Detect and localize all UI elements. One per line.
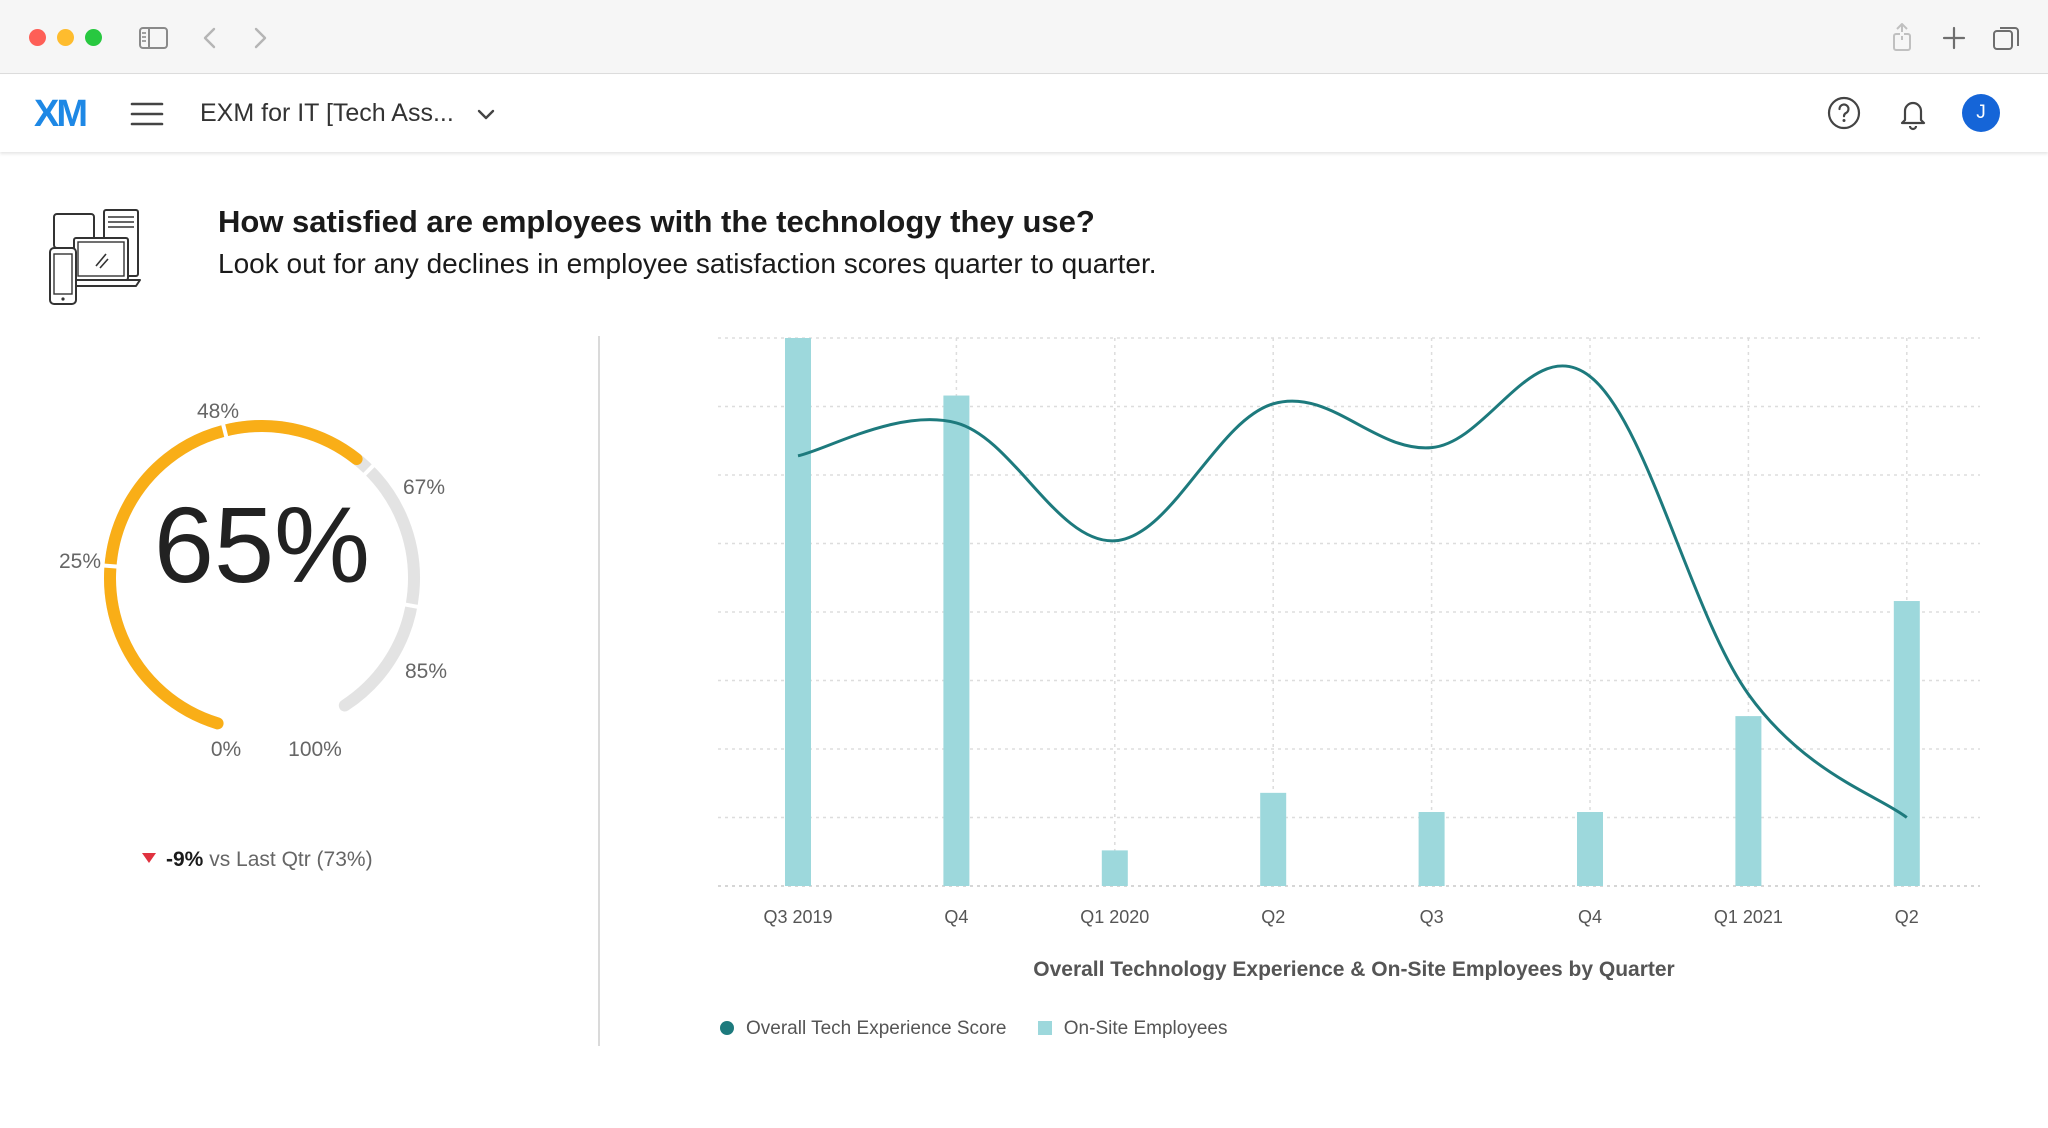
app-header: XM EXM for IT [Tech Ass... J xyxy=(0,75,2048,152)
x-tick-label: Q2 xyxy=(1261,907,1285,927)
new-tab-icon[interactable] xyxy=(1936,20,1972,56)
xm-logo[interactable]: XM xyxy=(34,93,88,135)
legend-label: On-Site Employees xyxy=(1063,1018,1228,1039)
chevron-down-icon[interactable] xyxy=(472,103,500,127)
gauge-tick-separators xyxy=(101,421,421,610)
x-tick-label: Q3 2019 xyxy=(763,907,832,927)
zoom-window-button[interactable] xyxy=(85,29,102,46)
line-series xyxy=(797,364,1908,819)
x-tick-label: Q4 xyxy=(1578,907,1602,927)
legend-item-score[interactable]: Overall Tech Experience Score xyxy=(720,1018,1007,1040)
bar-onsite-employees[interactable] xyxy=(785,338,811,886)
quarter-change: -9% vs Last Qtr (73%) xyxy=(142,848,373,872)
change-text: vs Last Qtr (73%) xyxy=(209,848,373,871)
sidebar-toggle-icon[interactable] xyxy=(136,20,172,56)
bar-series xyxy=(785,338,1920,886)
question-subtitle: Look out for any declines in employee sa… xyxy=(218,248,1157,279)
gauge-tick-label: 85% xyxy=(405,660,447,683)
gauge-separator xyxy=(402,602,421,610)
gauge-tick-label: 100% xyxy=(288,738,342,761)
x-tick-label: Q1 2021 xyxy=(1714,907,1783,927)
question-title: How satisfied are employees with the tec… xyxy=(218,204,1095,239)
gauge-tick-label: 48% xyxy=(197,400,239,423)
bar-onsite-employees[interactable] xyxy=(1893,601,1920,886)
tech-experience-chart: Q3 2019 Q4 Q1 2020 Q2 Q3 Q4 Q1 2021 Q2 Overall … xyxy=(718,337,1980,980)
satisfaction-gauge: 65% 0% 25% 48% 67% 85% 100% xyxy=(59,400,447,761)
section-divider xyxy=(598,336,600,1046)
gauge-value: 65% xyxy=(154,484,370,605)
bar-onsite-employees[interactable] xyxy=(1735,716,1762,886)
chart-grid xyxy=(718,337,1980,887)
x-tick-label: Q3 xyxy=(1420,907,1444,927)
down-arrow-icon xyxy=(142,853,156,863)
gauge-separator xyxy=(361,462,377,478)
bar-onsite-employees[interactable] xyxy=(1418,812,1445,886)
bar-onsite-employees[interactable] xyxy=(1260,792,1287,886)
back-icon[interactable] xyxy=(192,20,228,56)
browser-toolbar xyxy=(0,0,2048,74)
gauge-separator xyxy=(101,563,120,569)
bar-onsite-employees[interactable] xyxy=(1577,812,1603,886)
gauge-tick-label: 0% xyxy=(211,738,241,761)
hamburger-menu-icon[interactable] xyxy=(130,99,164,129)
chart-title: Overall Technology Experience & On-Site … xyxy=(1033,958,1674,980)
gauge-tick-label: 67% xyxy=(403,476,445,499)
legend-swatch-bar xyxy=(1037,1021,1052,1035)
close-window-button[interactable] xyxy=(29,29,46,46)
x-tick-label: Q1 2020 xyxy=(1080,907,1149,927)
x-tick-label: Q4 xyxy=(944,907,968,927)
legend-swatch-line xyxy=(720,1021,734,1035)
change-value: -9% xyxy=(166,848,204,871)
user-avatar[interactable]: J xyxy=(1962,94,2000,132)
x-axis-labels: Q3 2019 Q4 Q1 2020 Q2 Q3 Q4 Q1 2021 Q2 xyxy=(763,907,1918,927)
help-icon[interactable] xyxy=(1824,93,1864,133)
minimize-window-button[interactable] xyxy=(57,29,74,46)
gauge-fill xyxy=(104,420,363,730)
notifications-bell-icon[interactable] xyxy=(1893,93,1933,133)
bar-onsite-employees[interactable] xyxy=(943,395,970,886)
share-icon[interactable] xyxy=(1884,20,1920,56)
legend-label: Overall Tech Experience Score xyxy=(746,1018,1007,1039)
tab-overview-icon[interactable] xyxy=(1988,20,2024,56)
devices-icon xyxy=(49,209,141,305)
legend-item-onsite[interactable]: On-Site Employees xyxy=(1037,1018,1228,1040)
gauge-tick-label: 25% xyxy=(59,550,101,573)
forward-icon[interactable] xyxy=(242,20,278,56)
x-tick-label: Q2 xyxy=(1895,907,1919,927)
bar-onsite-employees[interactable] xyxy=(1101,850,1128,886)
project-selector[interactable]: EXM for IT [Tech Ass... xyxy=(200,99,454,127)
chart-legend: Overall Tech Experience Score On-Site Em… xyxy=(720,1018,1253,1040)
gauge-separator xyxy=(220,421,229,440)
